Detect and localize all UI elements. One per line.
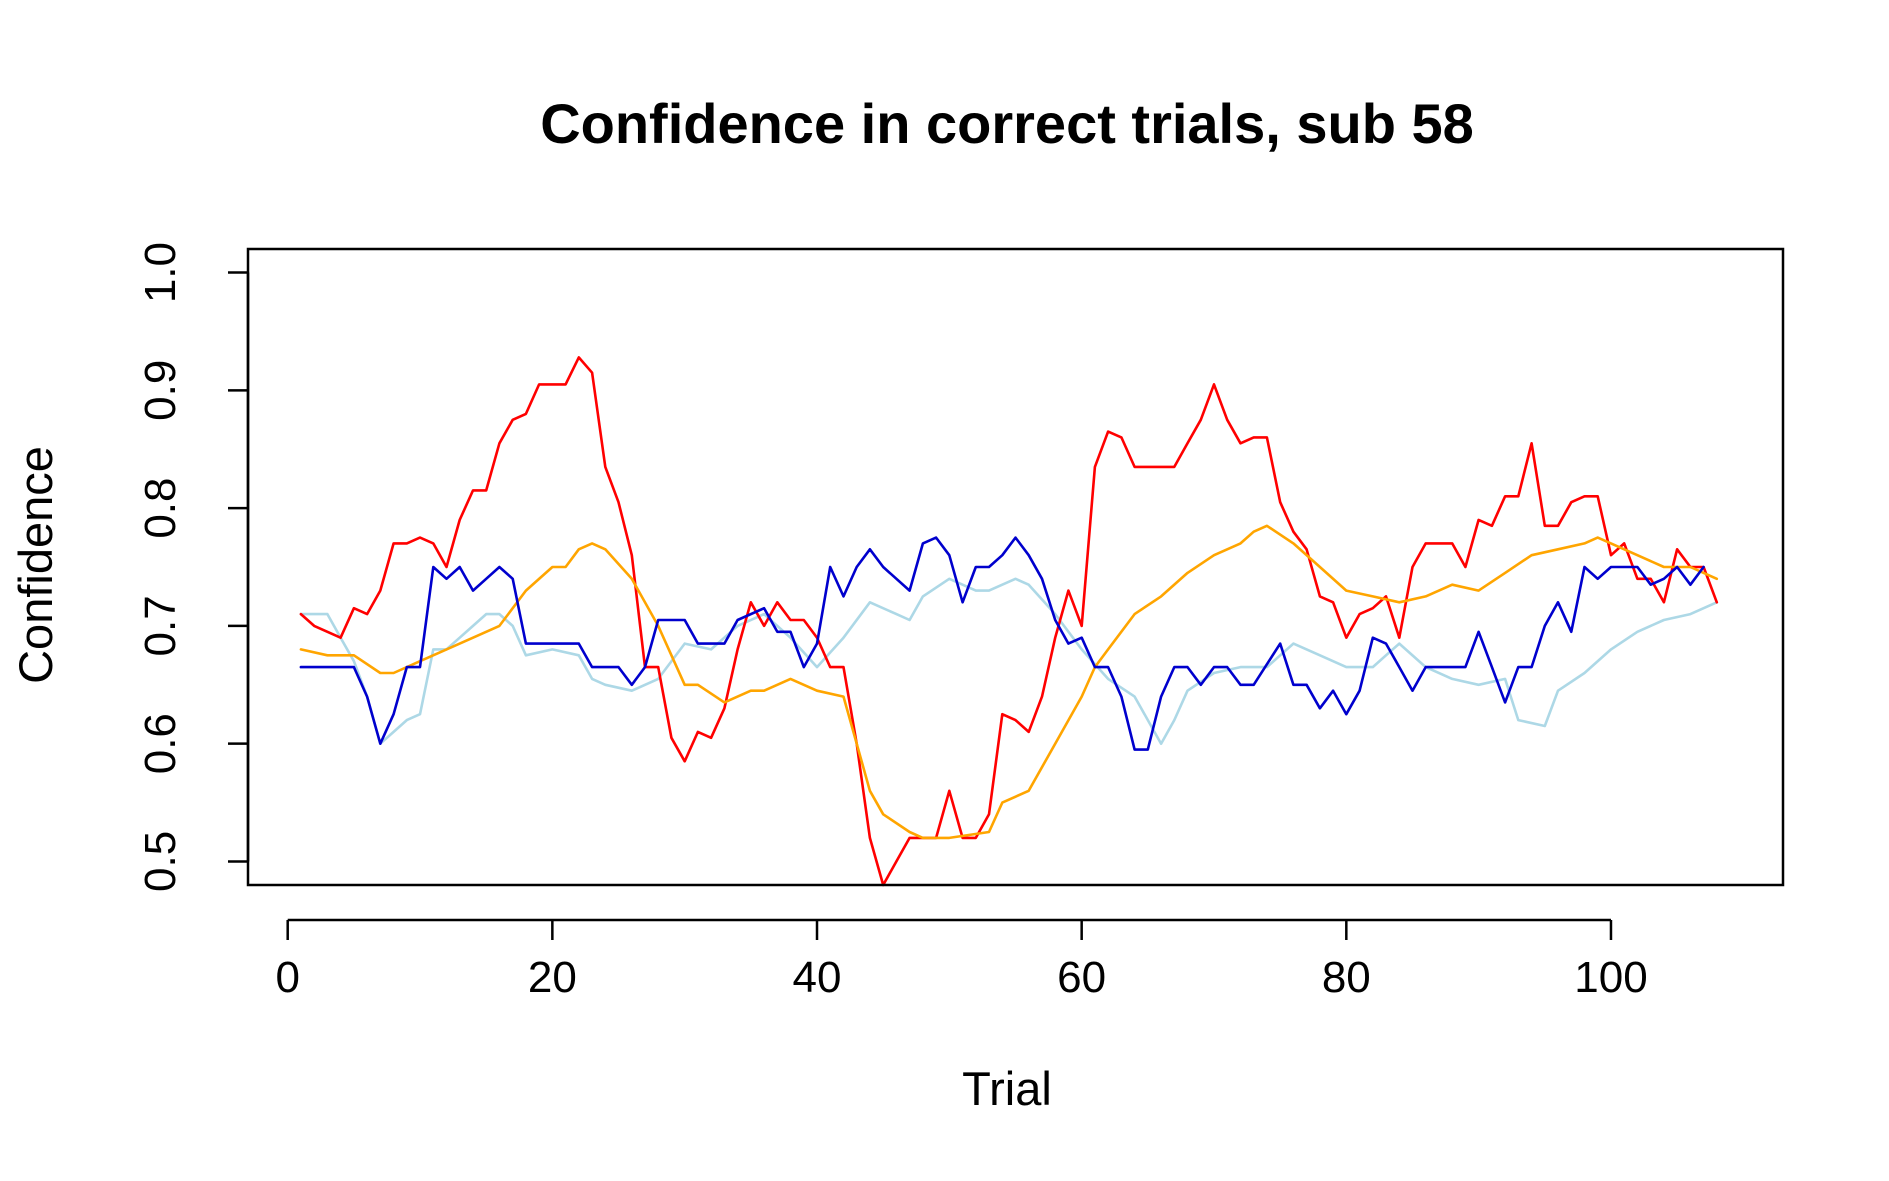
series-line-2 xyxy=(299,356,1719,887)
y-tick-label: 0.5 xyxy=(136,831,185,892)
y-axis: 0.5 0.6 0.7 0.8 0.9 1.0 xyxy=(136,242,250,892)
series-line-3 xyxy=(299,524,1719,840)
y-tick-label: 0.7 xyxy=(136,595,185,656)
x-tick-label: 0 xyxy=(275,953,299,1002)
x-tick-label: 60 xyxy=(1057,953,1106,1002)
y-tick-label: 0.6 xyxy=(136,713,185,774)
chart-title: Confidence in correct trials, sub 58 xyxy=(540,92,1474,155)
x-tick-label: 20 xyxy=(528,953,577,1002)
x-tick-label: 100 xyxy=(1574,953,1647,1002)
y-tick-label: 0.9 xyxy=(136,360,185,421)
x-tick-label: 40 xyxy=(793,953,842,1002)
series-layer xyxy=(299,356,1719,887)
y-tick-label: 1.0 xyxy=(136,242,185,303)
plot-area-border xyxy=(246,247,1785,887)
series-line-1 xyxy=(299,577,1719,745)
x-axis: 0 20 40 60 80 100 xyxy=(275,918,1648,1002)
x-tick-label: 80 xyxy=(1322,953,1371,1002)
x-axis-label: Trial xyxy=(962,1062,1052,1115)
series-line-4 xyxy=(299,536,1705,751)
y-tick-label: 0.8 xyxy=(136,478,185,539)
y-axis-label: Confidence xyxy=(9,446,62,684)
